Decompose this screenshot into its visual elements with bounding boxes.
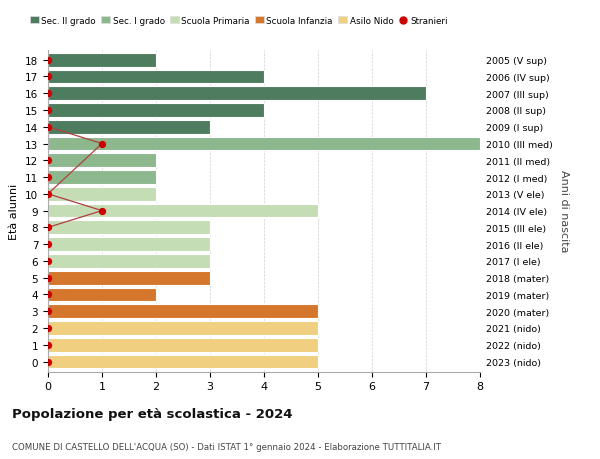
Bar <box>48 338 318 352</box>
Point <box>43 241 53 248</box>
Bar <box>48 221 210 235</box>
Point <box>43 325 53 332</box>
Point <box>43 358 53 365</box>
Text: COMUNE DI CASTELLO DELL'ACQUA (SO) - Dati ISTAT 1° gennaio 2024 - Elaborazione T: COMUNE DI CASTELLO DELL'ACQUA (SO) - Dat… <box>12 442 441 451</box>
Bar <box>48 154 156 168</box>
Point <box>43 124 53 131</box>
Point <box>43 57 53 64</box>
Bar <box>48 321 318 335</box>
Point <box>43 191 53 198</box>
Point <box>43 341 53 349</box>
Bar <box>48 355 318 369</box>
Point <box>43 224 53 231</box>
Bar <box>48 87 426 101</box>
Y-axis label: Età alunni: Età alunni <box>10 183 19 239</box>
Point <box>43 90 53 98</box>
Text: Popolazione per età scolastica - 2024: Popolazione per età scolastica - 2024 <box>12 407 293 420</box>
Bar <box>48 271 210 285</box>
Point <box>43 107 53 114</box>
Bar <box>48 54 156 67</box>
Point <box>43 73 53 81</box>
Bar <box>48 305 318 319</box>
Bar <box>48 288 156 302</box>
Bar <box>48 188 156 201</box>
Bar <box>48 254 210 268</box>
Bar <box>48 70 264 84</box>
Legend: Sec. II grado, Sec. I grado, Scuola Primaria, Scuola Infanzia, Asilo Nido, Stran: Sec. II grado, Sec. I grado, Scuola Prim… <box>26 13 451 29</box>
Bar <box>48 204 318 218</box>
Bar <box>48 104 264 118</box>
Bar <box>48 137 480 151</box>
Point <box>97 140 107 148</box>
Point <box>43 257 53 265</box>
Point <box>43 308 53 315</box>
Bar <box>48 238 210 252</box>
Point <box>97 207 107 215</box>
Point <box>43 274 53 282</box>
Point <box>43 174 53 181</box>
Bar <box>48 171 156 185</box>
Point <box>43 157 53 165</box>
Point <box>43 291 53 298</box>
Bar <box>48 121 210 134</box>
Y-axis label: Anni di nascita: Anni di nascita <box>559 170 569 252</box>
